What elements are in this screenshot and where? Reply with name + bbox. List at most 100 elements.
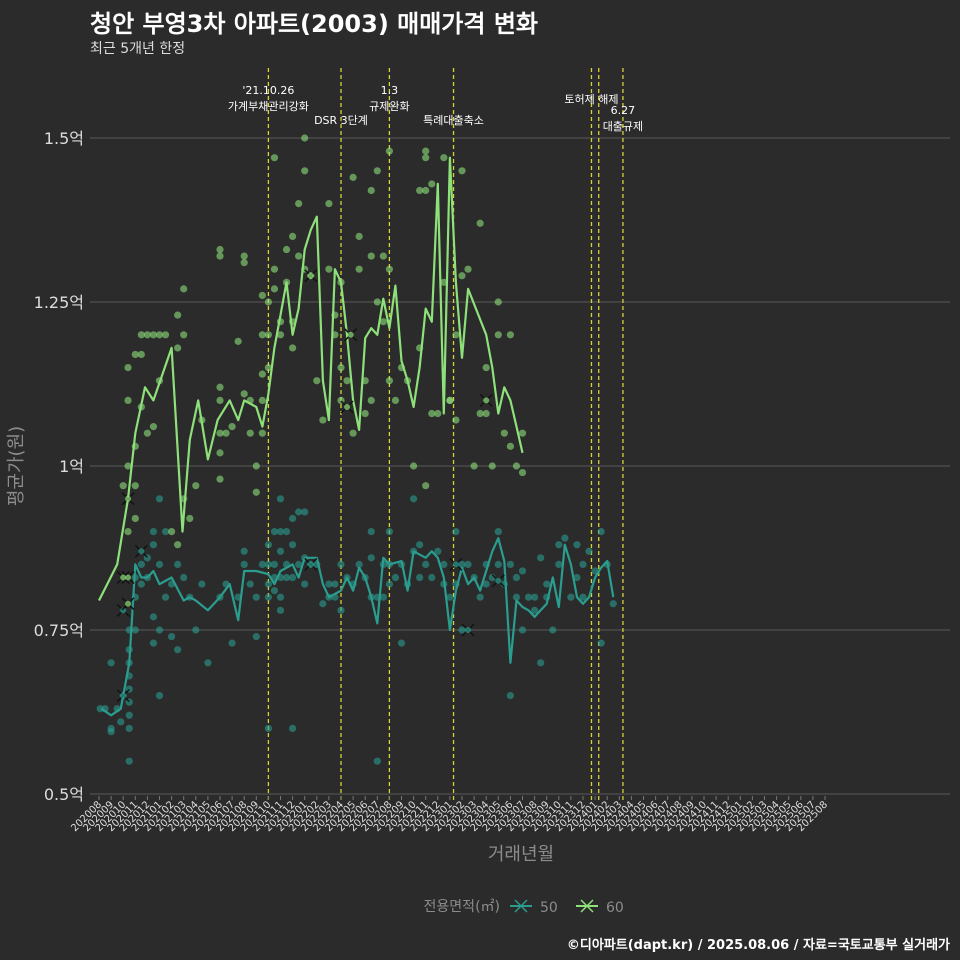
data-point: [337, 606, 345, 614]
data-point: [319, 600, 327, 608]
data-point: [301, 134, 309, 142]
data-point: [482, 409, 490, 418]
cross-markers: [116, 269, 505, 703]
data-point: [216, 396, 224, 404]
data-point: [216, 475, 224, 483]
data-point: [373, 298, 381, 306]
cross-dot: [120, 692, 127, 699]
data-point: [373, 167, 381, 175]
data-point: [476, 409, 484, 418]
cross-dot: [452, 561, 459, 568]
legend-title: 전용면적(㎡): [424, 899, 500, 915]
data-point: [543, 580, 551, 588]
data-point: [216, 449, 224, 457]
data-point: [276, 528, 285, 536]
data-point: [295, 508, 303, 516]
y-tick-label: 1억: [59, 457, 84, 476]
data-point: [531, 593, 539, 601]
legend-label: 60: [606, 900, 624, 916]
data-point: [295, 560, 303, 569]
data-point: [270, 285, 279, 293]
data-point: [216, 383, 224, 391]
data-point: [149, 541, 158, 549]
data-point: [440, 278, 448, 286]
data-point: [222, 429, 230, 437]
data-point: [282, 245, 291, 254]
cross-marker: [491, 574, 505, 588]
data-point: [125, 724, 133, 733]
data-point: [440, 154, 448, 162]
data-point: [264, 331, 272, 339]
data-point: [452, 416, 460, 424]
data-point: [585, 547, 593, 555]
event-annotation: '21.10.26: [242, 84, 294, 97]
cross-dot: [120, 607, 127, 614]
event-annotation: 가계부채관리강화: [228, 100, 309, 113]
data-point: [107, 728, 115, 736]
data-point: [155, 495, 164, 503]
data-point: [174, 541, 182, 549]
data-point: [270, 154, 279, 162]
data-point: [234, 337, 242, 345]
data-point: [289, 724, 297, 733]
data-point: [361, 409, 369, 418]
data-point: [149, 528, 158, 536]
data-point: [180, 573, 188, 582]
data-point: [276, 606, 285, 614]
data-point: [416, 186, 424, 195]
data-point: [276, 547, 285, 555]
data-point: [422, 147, 430, 155]
data-point: [428, 573, 436, 582]
data-point: [355, 265, 363, 273]
event-annotation: 규제완화: [369, 100, 409, 113]
data-point: [143, 429, 151, 437]
data-point: [161, 331, 170, 339]
data-point: [476, 219, 484, 227]
data-point: [416, 541, 424, 549]
event-annotation: 토허제 해제: [564, 92, 618, 106]
data-point: [343, 377, 351, 385]
data-point: [168, 528, 176, 536]
event-annotation: 특례대출축소: [423, 114, 484, 127]
data-point: [301, 580, 309, 588]
data-point: [355, 232, 363, 240]
data-point: [174, 560, 182, 569]
data-point: [367, 396, 375, 404]
data-point: [537, 659, 545, 667]
data-point: [161, 528, 170, 536]
data-point: [252, 593, 260, 601]
data-point: [458, 560, 466, 569]
y-tick-label: 1.5억: [44, 129, 84, 148]
data-point: [561, 534, 569, 542]
data-point: [440, 560, 448, 569]
data-point: [452, 331, 460, 339]
policy-event-lines: [267, 68, 624, 800]
data-point: [609, 600, 617, 608]
series-line: [100, 537, 615, 717]
data-point: [555, 560, 563, 569]
data-point: [367, 252, 375, 260]
data-point: [270, 560, 279, 569]
data-point: [131, 514, 139, 523]
data-point: [270, 528, 279, 536]
y-tick-label: 1.25억: [34, 293, 84, 312]
data-point: [397, 639, 406, 647]
legend-item: 60: [576, 899, 624, 916]
data-point: [252, 488, 260, 496]
data-point: [192, 482, 200, 490]
data-point: [597, 528, 605, 536]
data-point: [289, 573, 297, 582]
cross-marker: [461, 623, 475, 637]
data-point: [124, 396, 132, 404]
data-point: [240, 390, 248, 398]
data-point: [367, 554, 375, 562]
data-point: [149, 639, 158, 647]
data-point: [137, 350, 145, 359]
data-point: [391, 396, 400, 404]
cross-marker: [116, 571, 130, 585]
data-point: [494, 331, 502, 339]
data-point: [331, 580, 339, 588]
data-point: [131, 350, 139, 359]
data-point: [137, 331, 145, 339]
